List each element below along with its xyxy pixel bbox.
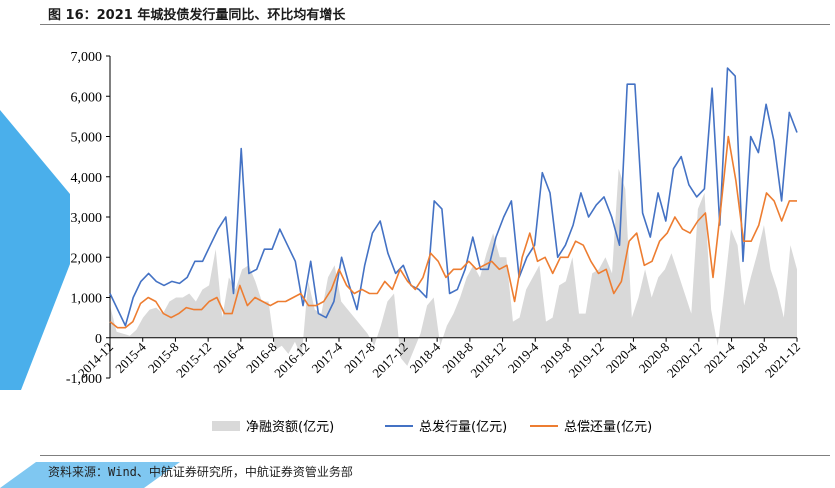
legend-label: 净融资额(亿元) (246, 420, 334, 435)
y-tick-label: 3,000 (71, 211, 103, 226)
x-tick-label: 2021-4 (701, 339, 738, 376)
x-tick-label: 2021-12 (762, 339, 803, 380)
x-tick-label: 2015-12 (173, 339, 214, 380)
source-note: 资料来源：Wind、中航证券研究所，中航证券资管业务部 (48, 465, 353, 479)
x-tick-label: 2019-12 (566, 339, 607, 380)
x-tick-label: 2016-4 (210, 339, 247, 376)
area-net-financing (110, 168, 797, 366)
x-tick-label: 2018-12 (467, 339, 508, 380)
x-tick-label: 2020-12 (664, 339, 705, 380)
x-tick-label: 2019-4 (505, 339, 542, 376)
line-total-issuance (109, 67, 798, 327)
header-divider (40, 24, 830, 25)
figure-header: 图 16：2021 年城投债发行量同比、环比均有增长 (0, 0, 835, 26)
y-tick-label: 7,000 (71, 50, 103, 65)
y-tick-label: 5,000 (71, 131, 103, 146)
area-series-layer (110, 168, 797, 366)
x-tick-label: 2020-4 (603, 339, 640, 376)
line-series-layer (109, 67, 798, 329)
footer-divider (40, 455, 830, 456)
y-tick-label: 1,000 (71, 292, 103, 307)
y-tick-label: 6,000 (71, 90, 103, 105)
y-tick-label: 4,000 (71, 171, 103, 186)
x-tick-label: 2015-4 (112, 339, 149, 376)
line-total-repayment (109, 135, 797, 329)
x-tick-label: 2017-4 (308, 339, 345, 376)
y-tick-label: 2,000 (71, 251, 103, 266)
watermark-shape (0, 462, 180, 488)
y-tick-label: -1,000 (66, 372, 102, 387)
legend-swatch-area (212, 421, 240, 431)
y-tick-label: 0 (95, 332, 102, 347)
figure-title: 图 16：2021 年城投债发行量同比、环比均有增长 (48, 8, 346, 23)
legend-label: 总偿还量(亿元) (564, 420, 652, 435)
chart-legend: 净融资额(亿元) 总发行量(亿元) 总偿还量(亿元) (212, 419, 652, 435)
legend-label: 总发行量(亿元) (419, 419, 507, 435)
